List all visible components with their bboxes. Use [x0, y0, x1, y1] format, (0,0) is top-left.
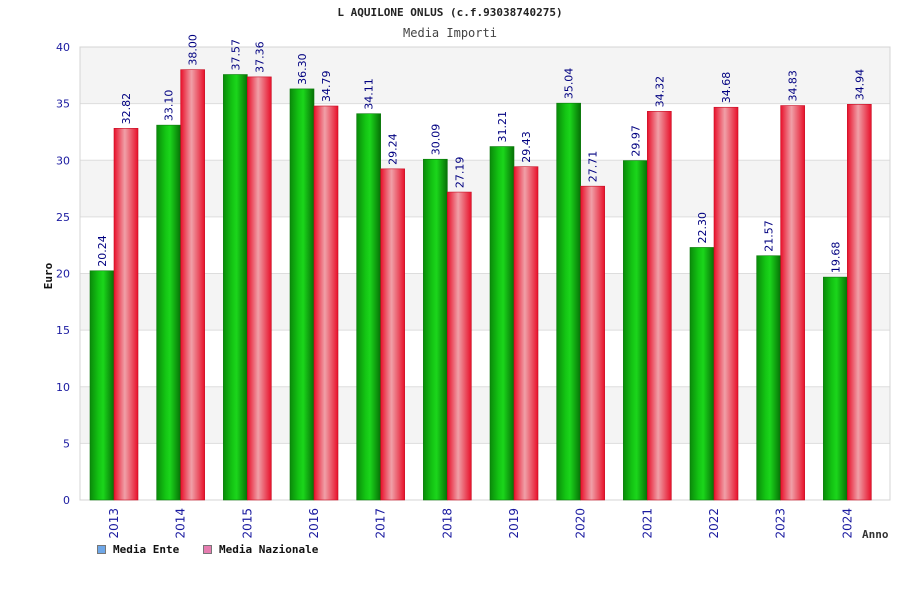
bar-media-nazionale — [180, 69, 205, 501]
y-tick-label: 20 — [56, 268, 70, 281]
legend-item-media-nazionale: Media Nazionale — [203, 543, 318, 556]
y-tick-label: 40 — [56, 41, 70, 54]
plot-frame — [79, 46, 891, 501]
data-label-media-nazionale: 34.83 — [787, 70, 800, 102]
data-label-media-ente: 33.10 — [163, 90, 176, 122]
legend-label-media-ente: Media Ente — [113, 543, 180, 556]
x-axis-label: Anno — [862, 528, 889, 541]
bar-media-ente — [89, 270, 115, 501]
legend-swatch-nazionale — [203, 545, 212, 554]
x-tick-label: 2019 — [507, 508, 521, 539]
bar-media-ente — [756, 255, 781, 501]
data-label-media-ente: 35.04 — [563, 68, 576, 100]
bar-media-nazionale — [313, 105, 339, 501]
bar-media-nazionale — [380, 168, 405, 501]
bar-media-nazionale — [780, 105, 805, 501]
data-label-media-nazionale: 29.24 — [387, 133, 400, 165]
bar-media-nazionale — [847, 104, 872, 501]
bar-media-ente — [489, 146, 515, 501]
x-tick-label: 2014 — [174, 508, 188, 539]
bar-media-ente — [356, 113, 381, 501]
x-tick-label: 2018 — [440, 508, 454, 539]
y-tick-label: 5 — [63, 437, 70, 450]
chart-subtitle: Media Importi — [403, 26, 497, 40]
data-label-media-ente: 30.09 — [429, 124, 442, 156]
data-label-media-ente: 34.11 — [363, 78, 376, 110]
data-label-media-ente: 37.57 — [229, 39, 242, 70]
y-tick-label: 25 — [56, 211, 70, 224]
bar-media-nazionale — [580, 185, 605, 501]
y-tick-label: 10 — [56, 381, 70, 394]
data-label-media-ente: 29.97 — [629, 125, 642, 157]
y-tick-label: 35 — [56, 98, 70, 111]
bar-media-ente — [823, 276, 848, 501]
bar-media-nazionale — [447, 191, 472, 501]
data-label-media-nazionale: 34.79 — [320, 71, 333, 103]
data-label-media-ente: 22.30 — [696, 212, 709, 244]
bar-media-ente — [423, 158, 448, 501]
data-label-media-nazionale: 27.71 — [587, 151, 600, 183]
x-tick-label: 2017 — [374, 508, 388, 539]
bar-media-nazionale — [247, 76, 272, 501]
bar-media-ente — [156, 124, 181, 501]
data-label-media-nazionale: 34.32 — [653, 76, 666, 108]
chart-title: L AQUILONE ONLUS (c.f.93038740275) — [337, 6, 563, 19]
data-label-media-nazionale: 37.36 — [253, 41, 266, 73]
grid-band — [80, 386, 890, 444]
grid-band — [80, 160, 890, 217]
data-label-media-nazionale: 29.43 — [520, 131, 533, 163]
data-label-media-ente: 20.24 — [96, 235, 109, 267]
x-tick-label: 2024 — [840, 508, 854, 539]
data-label-media-nazionale: 34.94 — [853, 69, 866, 101]
bar-media-ente — [623, 160, 648, 501]
bar-media-ente — [223, 74, 248, 501]
data-label-media-nazionale: 32.82 — [120, 93, 133, 125]
data-label-media-nazionale: 38.00 — [187, 34, 200, 66]
data-label-media-ente: 19.68 — [829, 242, 842, 274]
bar-media-nazionale — [513, 166, 539, 501]
bar-media-ente — [289, 88, 315, 501]
x-tick-label: 2022 — [707, 508, 721, 539]
data-label-media-nazionale: 34.68 — [720, 72, 733, 104]
grid-band — [80, 47, 890, 104]
x-tick-label: 2016 — [307, 508, 321, 539]
y-tick-label: 30 — [56, 154, 70, 167]
bar-media-nazionale — [647, 111, 672, 501]
x-tick-label: 2020 — [574, 508, 588, 539]
y-tick-label: 15 — [56, 324, 70, 337]
bar-media-nazionale — [713, 106, 739, 501]
data-label-media-ente: 31.21 — [496, 111, 509, 143]
data-label-media-nazionale: 27.19 — [453, 157, 466, 189]
x-tick-label: 2021 — [640, 508, 654, 539]
data-label-media-ente: 36.30 — [296, 53, 309, 85]
legend-label-media-nazionale: Media Nazionale — [219, 543, 319, 556]
bar-media-ente — [556, 102, 581, 501]
y-tick-label: 0 — [63, 494, 70, 507]
legend-item-media-ente: Media Ente — [97, 543, 179, 556]
x-tick-label: 2015 — [240, 508, 254, 539]
grid-band — [80, 273, 890, 331]
x-tick-label: 2013 — [107, 508, 121, 539]
data-label-media-ente: 21.57 — [763, 220, 776, 252]
legend-swatch-ente — [97, 545, 106, 554]
x-tick-label: 2023 — [774, 508, 788, 539]
bar-media-nazionale — [113, 128, 139, 501]
bar-media-ente — [689, 247, 715, 501]
y-axis-label: Euro — [42, 262, 55, 289]
